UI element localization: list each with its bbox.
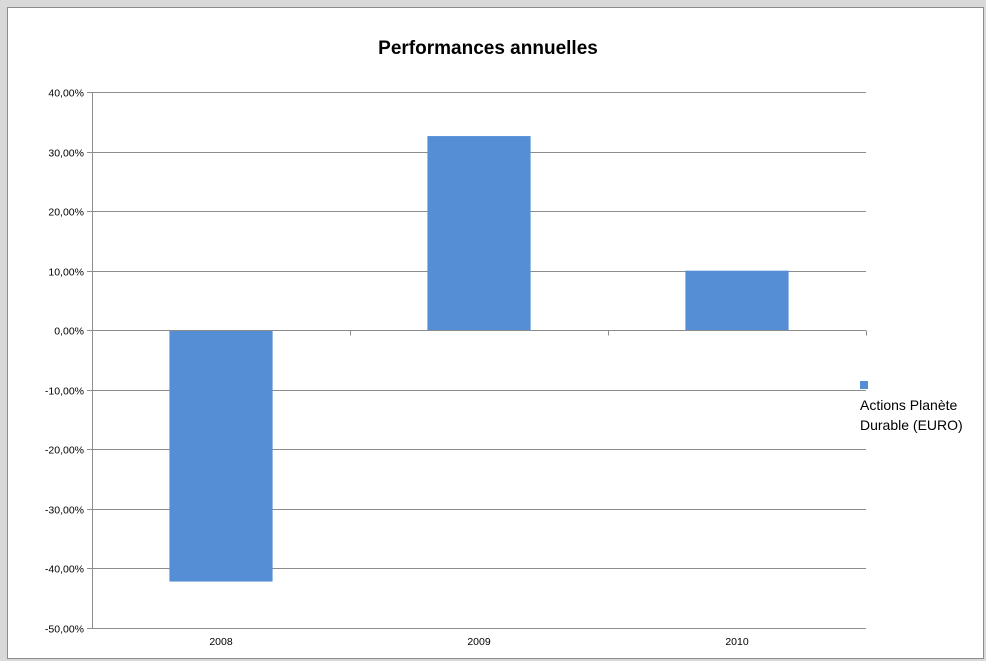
legend: Actions Planète Durable (EURO) [860, 375, 984, 435]
chart-title: Performances annuelles [378, 38, 598, 59]
legend-label-line-2: Durable (EURO) [860, 417, 963, 433]
y-tick-label: -30,00% [45, 505, 84, 517]
legend-text: Actions Planète Durable (EURO) [860, 395, 984, 435]
x-tick-label: 2008 [209, 636, 233, 648]
chart-frame: Performances annuelles -50,00% -40,00% -30… [7, 7, 984, 659]
y-tick-label: -20,00% [45, 445, 84, 457]
legend-label-line-1: Actions Planète [860, 397, 958, 413]
legend-swatch [860, 381, 868, 389]
bar-2009 [427, 136, 531, 331]
bar-2008 [169, 330, 273, 582]
y-tick-label: 10,00% [48, 267, 84, 279]
y-tick-label: 40,00% [48, 88, 84, 100]
x-tick-label: 2010 [725, 636, 749, 648]
y-tick-label: -50,00% [45, 624, 84, 636]
y-tick-label: 30,00% [48, 148, 84, 160]
y-tick-label: 20,00% [48, 207, 84, 219]
plot-area: -50,00% -40,00% -30,00% -20,00% -10,00% 0,00%… [45, 88, 867, 648]
x-tick-label: 2009 [467, 636, 491, 648]
bar-2010 [685, 270, 789, 331]
y-tick-label: -10,00% [45, 386, 84, 398]
y-tick-label: -40,00% [45, 564, 84, 576]
y-tick-label: 0,00% [54, 326, 84, 338]
